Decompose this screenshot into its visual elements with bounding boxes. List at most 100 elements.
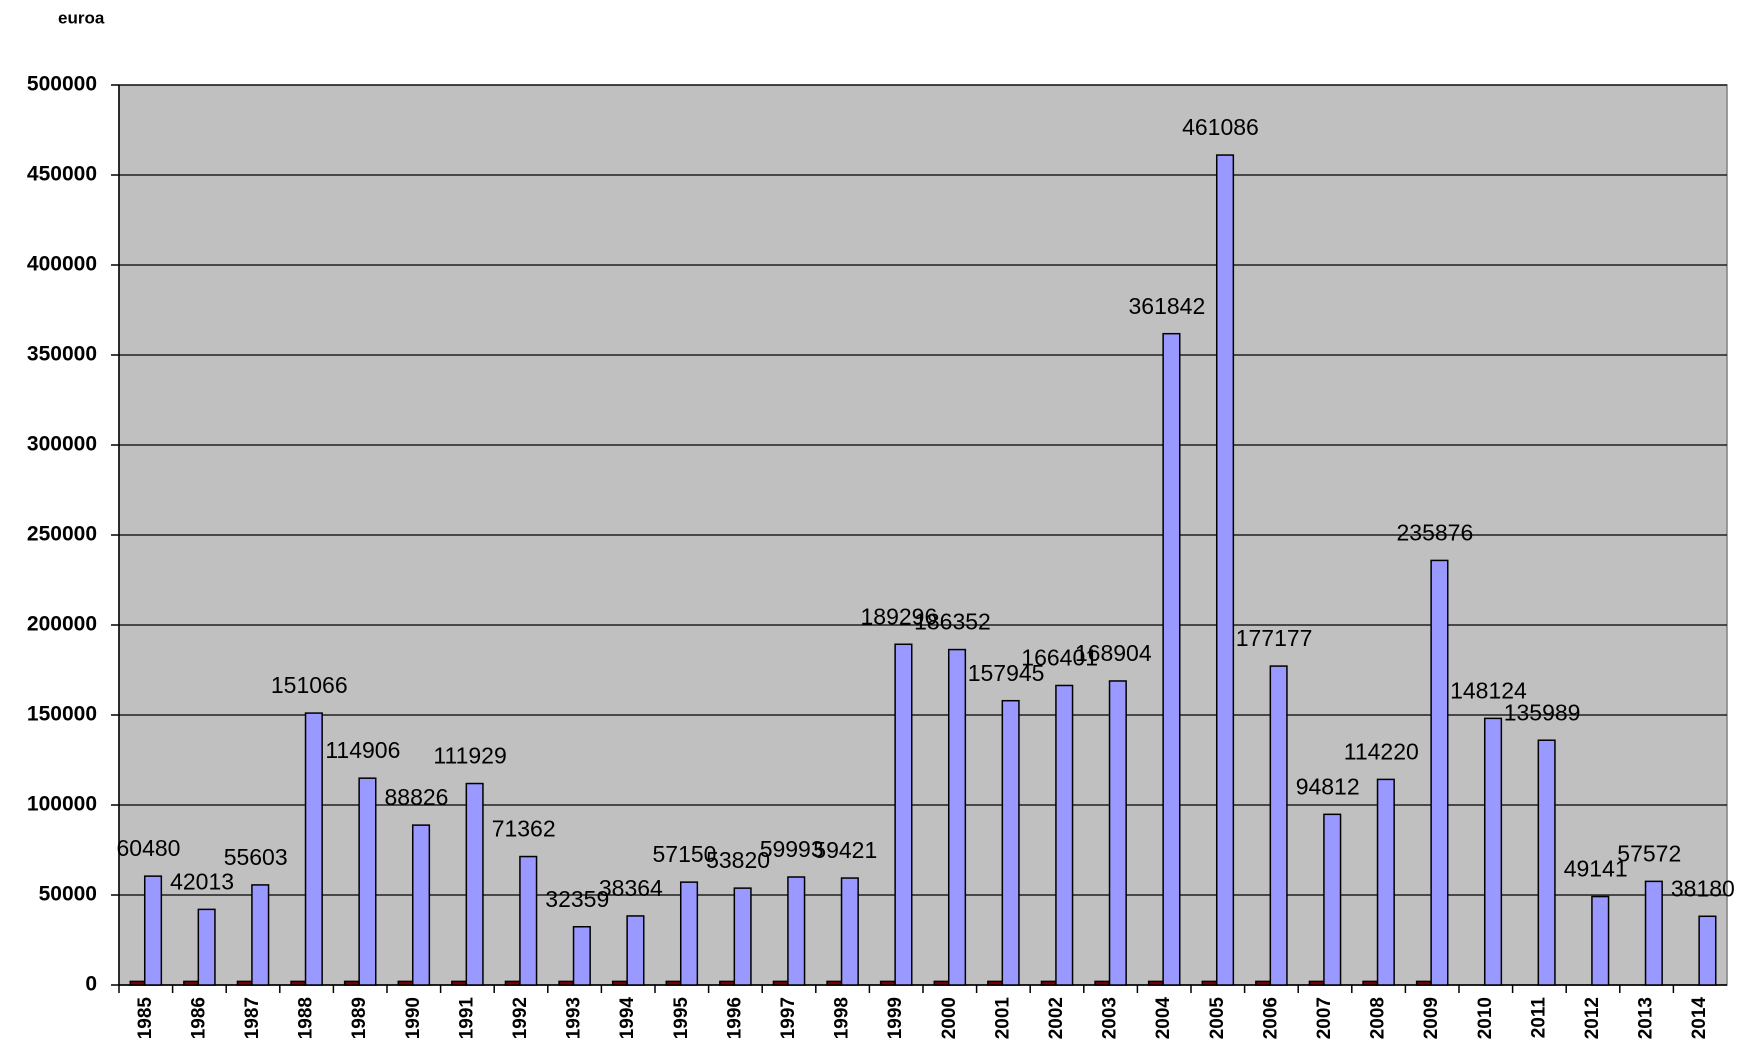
data-label: 32359 <box>545 886 609 912</box>
y-tick-label: 150000 <box>27 703 97 726</box>
bar <box>304 712 323 986</box>
data-label: 157945 <box>968 660 1045 686</box>
bar <box>1162 332 1181 986</box>
bar <box>840 877 859 986</box>
x-tick-label: 2003 <box>1100 997 1121 1039</box>
data-label: 189296 <box>861 603 938 629</box>
bar <box>1537 739 1556 986</box>
x-tick-label: 2001 <box>992 997 1013 1040</box>
x-tick-label: 2008 <box>1368 997 1389 1039</box>
y-tick-label: 100000 <box>27 793 97 816</box>
data-label: 151066 <box>271 672 348 698</box>
x-tick-label: 2006 <box>1260 997 1281 1039</box>
bar <box>947 648 967 986</box>
bar <box>343 980 360 986</box>
data-label: 38364 <box>599 875 663 901</box>
x-tick-label: 1999 <box>885 997 906 1039</box>
bar <box>236 980 253 986</box>
x-tick-label: 2007 <box>1314 997 1335 1039</box>
bar <box>1269 665 1288 986</box>
bar <box>465 782 484 986</box>
data-label: 235876 <box>1397 520 1474 546</box>
y-tick-label: 450000 <box>27 163 97 186</box>
x-tick-label: 1996 <box>724 997 745 1039</box>
data-label: 114220 <box>1344 738 1419 764</box>
bar <box>129 980 146 986</box>
x-tick-label: 1991 <box>456 997 477 1040</box>
data-label: 60480 <box>116 835 180 861</box>
data-label: 114906 <box>325 737 400 763</box>
y-tick-label: 300000 <box>27 433 97 456</box>
bar <box>1644 880 1663 986</box>
bar <box>251 884 270 986</box>
data-label: 168904 <box>1075 640 1152 666</box>
data-label: 71362 <box>492 816 556 842</box>
bar <box>1108 680 1127 986</box>
bar <box>933 980 950 986</box>
data-label: 49141 <box>1564 856 1628 882</box>
data-label: 166401 <box>1021 645 1098 671</box>
y-tick-label: 350000 <box>27 343 97 366</box>
bar <box>665 980 682 986</box>
y-tick-label: 0 <box>85 973 97 996</box>
x-tick-label: 1988 <box>296 997 317 1039</box>
bar <box>1362 980 1379 986</box>
x-tick-label: 1995 <box>671 997 692 1040</box>
bar <box>894 643 913 986</box>
x-tick-label: 2012 <box>1582 997 1603 1039</box>
x-tick-label: 1997 <box>778 997 799 1039</box>
bar <box>143 875 163 986</box>
data-label: 135989 <box>1504 699 1581 725</box>
bar <box>733 887 752 986</box>
bar <box>1415 980 1432 986</box>
bar <box>1698 915 1717 986</box>
x-tick-label: 2013 <box>1636 997 1657 1039</box>
bar <box>1215 154 1235 986</box>
y-axis-label: euroa <box>58 8 105 27</box>
bar <box>611 980 628 986</box>
bar <box>572 926 591 986</box>
bar <box>1040 980 1057 986</box>
data-label: 186352 <box>914 609 991 635</box>
x-tick-label: 1993 <box>564 997 585 1039</box>
x-tick-label: 2009 <box>1421 997 1442 1039</box>
bar <box>519 855 538 986</box>
bar <box>1055 684 1074 986</box>
x-tick-label: 1990 <box>403 997 424 1039</box>
bar <box>1255 980 1272 986</box>
bar <box>290 980 307 986</box>
bar <box>987 980 1004 986</box>
y-tick-label: 50000 <box>39 883 97 906</box>
bar <box>1430 559 1449 986</box>
bar <box>879 980 896 986</box>
data-label: 53820 <box>706 847 770 873</box>
bar <box>1376 778 1395 986</box>
bar <box>1147 980 1164 986</box>
x-tick-label: 2002 <box>1046 997 1067 1039</box>
data-label: 42013 <box>170 868 234 894</box>
bar <box>1201 980 1218 986</box>
x-tick-label: 1994 <box>617 997 638 1040</box>
data-label: 111929 <box>433 743 506 769</box>
x-tick-label: 1985 <box>135 997 156 1040</box>
bar <box>626 915 645 986</box>
data-label: 177177 <box>1236 625 1313 651</box>
bar <box>826 980 843 986</box>
data-label: 148124 <box>1450 677 1527 703</box>
data-label: 94812 <box>1296 773 1360 799</box>
bar <box>558 980 575 986</box>
data-label: 57572 <box>1617 840 1681 866</box>
bar <box>1001 699 1020 986</box>
bar <box>719 980 736 986</box>
data-label: 38180 <box>1671 875 1735 901</box>
bar <box>1483 717 1503 986</box>
bar <box>787 876 806 986</box>
x-tick-label: 2004 <box>1153 997 1174 1040</box>
x-tick-label: 1998 <box>832 997 853 1039</box>
bar <box>1323 813 1342 986</box>
bar <box>397 980 414 986</box>
bar <box>358 777 377 986</box>
x-tick-label: 1986 <box>188 997 209 1039</box>
bar <box>411 824 431 986</box>
bar <box>451 980 468 986</box>
